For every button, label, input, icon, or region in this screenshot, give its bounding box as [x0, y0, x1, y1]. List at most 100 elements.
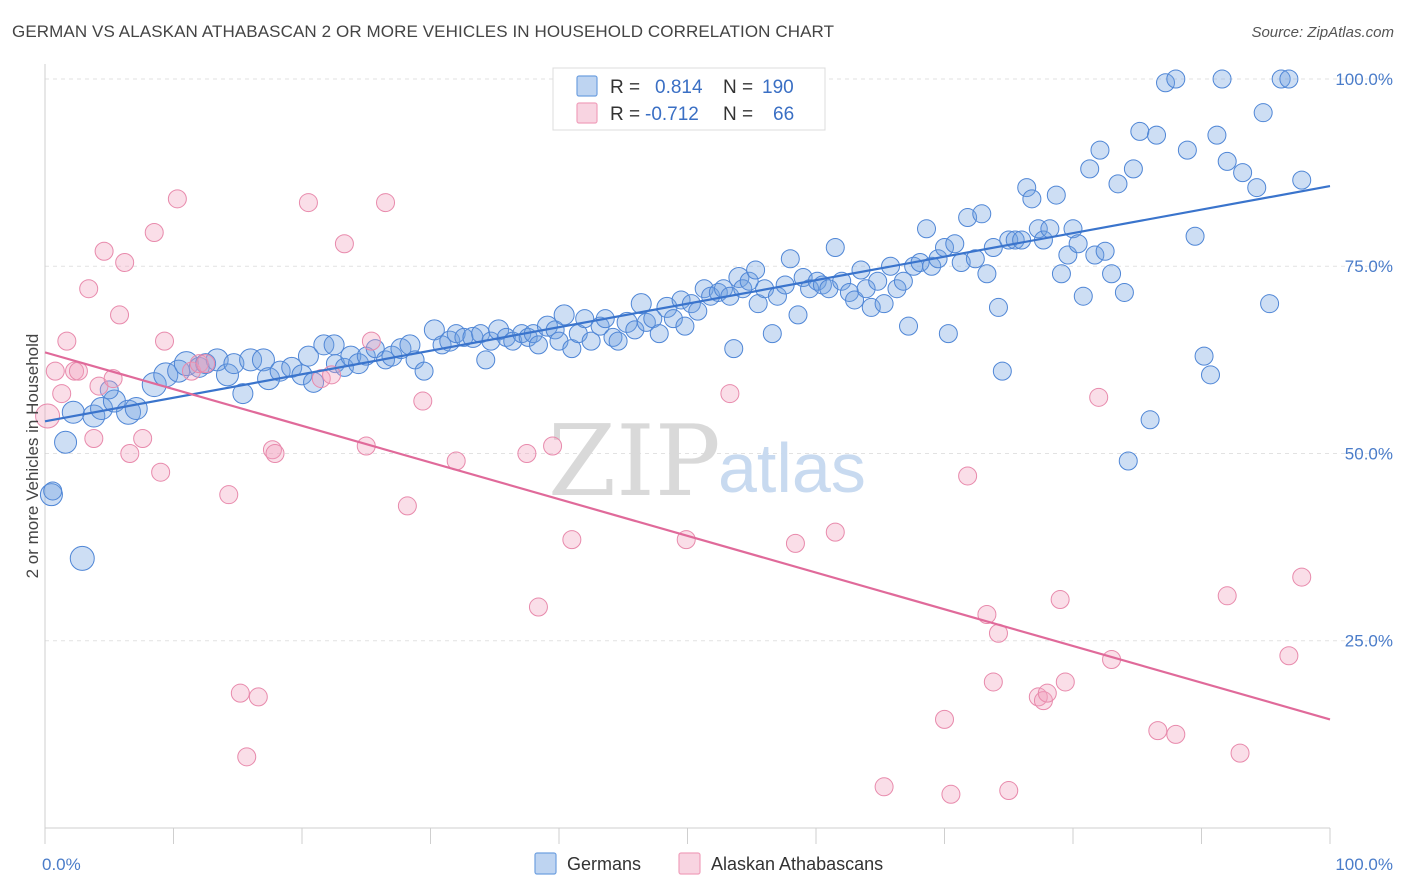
data-point — [1217, 151, 1237, 171]
series-1 — [35, 189, 1312, 804]
data-point — [189, 354, 209, 374]
legend-n-value-athabascans: 66 — [773, 104, 794, 125]
data-point — [762, 324, 782, 344]
data-point — [124, 397, 148, 421]
legend-bottom-swatch-athabascans — [678, 852, 701, 875]
data-point — [298, 193, 318, 213]
data-point — [724, 339, 744, 359]
data-point — [922, 256, 942, 276]
data-points — [35, 69, 1312, 804]
data-point — [43, 481, 63, 501]
data-point — [945, 234, 965, 254]
data-point — [649, 324, 669, 344]
data-point — [1156, 73, 1176, 93]
data-point — [1080, 159, 1100, 179]
data-point — [1177, 140, 1197, 160]
data-point — [893, 271, 913, 291]
trend-lines — [44, 185, 1331, 721]
data-point — [1253, 103, 1273, 123]
data-point — [151, 462, 171, 482]
watermark-atlas: atlas — [718, 429, 866, 507]
data-point — [223, 353, 245, 375]
axes — [44, 64, 1331, 844]
data-point — [1123, 159, 1143, 179]
watermark-zip: ZIP — [548, 405, 721, 519]
data-point — [988, 297, 1008, 317]
data-point — [868, 271, 888, 291]
data-point — [663, 309, 683, 329]
data-point — [1200, 365, 1220, 385]
data-point — [323, 334, 345, 356]
data-point — [720, 384, 740, 404]
data-point — [861, 297, 881, 317]
data-point — [52, 384, 72, 404]
data-point — [728, 266, 750, 288]
data-point — [625, 320, 645, 340]
data-point — [230, 683, 250, 703]
data-point — [1055, 672, 1075, 692]
data-point — [376, 193, 396, 213]
data-point — [1130, 121, 1150, 141]
data-point — [528, 335, 548, 355]
y-tick-label-3: 100.0% — [1335, 70, 1393, 89]
data-point — [825, 238, 845, 258]
data-point — [899, 316, 919, 336]
data-point — [528, 597, 548, 617]
data-point — [608, 331, 628, 351]
data-point — [1050, 590, 1070, 610]
data-point — [1140, 410, 1160, 430]
data-point — [57, 331, 77, 351]
legend-r-value-germans: 0.814 — [655, 77, 703, 98]
y-tick-label-1: 50.0% — [1345, 444, 1393, 463]
data-point — [958, 208, 978, 228]
legend-n-label-germans: N = — [723, 77, 753, 98]
data-point — [110, 305, 130, 325]
legend-n-label-athabascans: N = — [723, 104, 753, 125]
tick-labels: 25.0% 50.0% 75.0% 100.0% 0.0% 100.0% — [42, 70, 1393, 874]
data-point — [1217, 586, 1237, 606]
legend-r-label-germans: R = — [610, 77, 640, 98]
data-point — [581, 331, 601, 351]
x-tick-label-0: 0.0% — [42, 855, 81, 874]
data-point — [476, 350, 496, 370]
data-point — [269, 360, 291, 382]
data-point — [1017, 178, 1037, 198]
data-point — [488, 319, 510, 341]
data-point — [1118, 451, 1138, 471]
legend-bottom-label-athabascans: Alaskan Athabascans — [711, 854, 883, 874]
data-point — [1040, 219, 1060, 239]
data-point — [35, 403, 61, 429]
series-0 — [39, 69, 1312, 571]
data-point — [688, 301, 708, 321]
data-point — [1102, 264, 1122, 284]
data-point — [1037, 683, 1057, 703]
data-point — [845, 290, 865, 310]
legend-bottom-label-germans: Germans — [567, 854, 641, 874]
data-point — [1068, 234, 1088, 254]
data-point — [45, 361, 65, 381]
grid-lines — [45, 78, 1390, 642]
data-point — [543, 436, 563, 456]
data-point — [84, 429, 104, 449]
data-point — [553, 304, 575, 326]
data-point — [1194, 346, 1214, 366]
legend-bottom: Germans Alaskan Athabascans — [534, 852, 883, 875]
data-point — [1051, 264, 1071, 284]
data-point — [977, 264, 997, 284]
legend-n-value-germans: 190 — [762, 77, 794, 98]
data-point — [603, 327, 623, 347]
chart-source: Source: ZipAtlas.com — [1251, 24, 1394, 41]
data-point — [739, 271, 759, 291]
data-point — [262, 440, 282, 460]
data-point — [237, 747, 257, 767]
chart-title: GERMAN VS ALASKAN ATHABASCAN 2 OR MORE V… — [12, 22, 835, 41]
data-point — [232, 383, 254, 405]
data-point — [630, 293, 652, 315]
data-point — [958, 466, 978, 486]
data-point — [167, 189, 187, 209]
data-point — [1185, 226, 1205, 246]
data-point — [780, 249, 800, 269]
data-point — [1022, 189, 1042, 209]
data-point — [39, 483, 63, 507]
